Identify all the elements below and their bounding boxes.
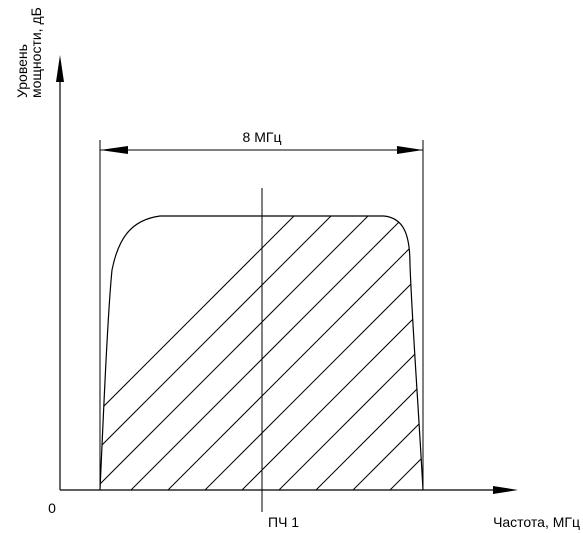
hatch-line [379, 216, 423, 490]
dimension-arrow-left [100, 146, 128, 154]
hatch-line [454, 200, 583, 500]
y-axis-arrowhead [56, 55, 64, 82]
hatch-line [100, 216, 311, 490]
hatch-line [120, 216, 422, 490]
x-axis-label: Частота, МГц [493, 514, 580, 530]
hatch-line [491, 200, 583, 500]
y-axis-label-line2: мощности, дБ [28, 7, 44, 98]
hatch-line [416, 216, 423, 490]
hatch-line [305, 216, 423, 490]
bandwidth-label: 8 МГц [243, 129, 282, 145]
hatch-line [194, 216, 423, 490]
hatch-line [342, 216, 423, 490]
hatch-line [528, 200, 583, 500]
hatch-line [268, 216, 423, 490]
center-frequency-label: ПЧ 1 [268, 514, 299, 530]
hatch-line [100, 216, 385, 490]
origin-label: 0 [48, 500, 56, 516]
dimension-arrow-right [397, 146, 423, 154]
band-hatching [100, 200, 583, 500]
hatch-line [157, 216, 423, 490]
hatch-line [231, 216, 423, 490]
band-outline [99, 215, 424, 491]
hatch-line [100, 216, 348, 490]
y-axis-label: Уровень мощности, дБ [14, 7, 44, 98]
x-axis-arrowhead [493, 486, 518, 494]
y-axis-label-line1: Уровень [14, 44, 30, 98]
